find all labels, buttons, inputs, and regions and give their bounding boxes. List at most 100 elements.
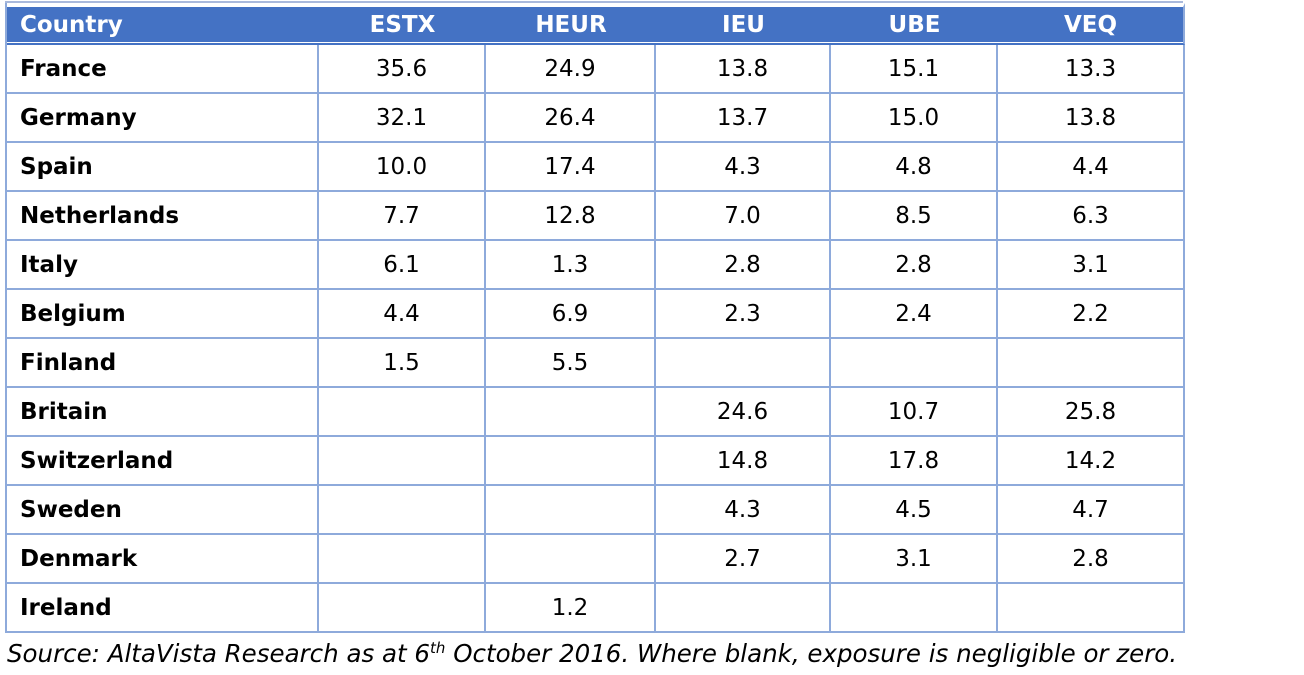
value-cell: 12.8 <box>486 192 656 241</box>
value-cell: 1.2 <box>486 584 656 633</box>
country-cell: Netherlands <box>7 192 319 241</box>
table-row: Finland 1.5 5.5 <box>7 339 1185 388</box>
value-cell: 2.8 <box>998 535 1185 584</box>
value-cell: 13.8 <box>656 45 831 94</box>
value-cell: 4.5 <box>831 486 998 535</box>
header-row: Country ESTX HEUR IEU UBE VEQ <box>7 3 1185 45</box>
value-cell: 14.8 <box>656 437 831 486</box>
table-row: Belgium 4.4 6.9 2.3 2.4 2.2 <box>7 290 1185 339</box>
country-cell: Spain <box>7 143 319 192</box>
value-cell: 2.3 <box>656 290 831 339</box>
value-cell: 4.4 <box>319 290 486 339</box>
value-cell: 4.4 <box>998 143 1185 192</box>
value-cell <box>831 584 998 633</box>
value-cell: 32.1 <box>319 94 486 143</box>
value-cell <box>998 339 1185 388</box>
header-heur: HEUR <box>486 3 656 45</box>
table-row: Switzerland 14.8 17.8 14.2 <box>7 437 1185 486</box>
value-cell: 3.1 <box>998 241 1185 290</box>
country-exposure-table: Country ESTX HEUR IEU UBE VEQ France 35.6… <box>5 3 1185 633</box>
value-cell: 2.8 <box>831 241 998 290</box>
value-cell <box>656 339 831 388</box>
value-cell: 15.1 <box>831 45 998 94</box>
value-cell: 17.4 <box>486 143 656 192</box>
country-cell: Ireland <box>7 584 319 633</box>
value-cell: 2.8 <box>656 241 831 290</box>
country-cell: Germany <box>7 94 319 143</box>
table-body: France 35.6 24.9 13.8 15.1 13.3 Germany 32.1 26.… <box>7 45 1185 633</box>
table-row: Ireland 1.2 <box>7 584 1185 633</box>
header-country: Country <box>7 3 319 45</box>
value-cell: 17.8 <box>831 437 998 486</box>
table-row: Germany 32.1 26.4 13.7 15.0 13.8 <box>7 94 1185 143</box>
country-cell: Belgium <box>7 290 319 339</box>
value-cell <box>319 535 486 584</box>
table-row: Sweden 4.3 4.5 4.7 <box>7 486 1185 535</box>
source-note-suffix: October 2016. Where blank, exposure is n… <box>445 639 1178 668</box>
value-cell: 13.7 <box>656 94 831 143</box>
value-cell: 2.4 <box>831 290 998 339</box>
value-cell: 5.5 <box>486 339 656 388</box>
value-cell: 15.0 <box>831 94 998 143</box>
value-cell <box>319 486 486 535</box>
value-cell: 4.3 <box>656 486 831 535</box>
header-estx: ESTX <box>319 3 486 45</box>
table-row: Denmark 2.7 3.1 2.8 <box>7 535 1185 584</box>
value-cell: 13.3 <box>998 45 1185 94</box>
value-cell: 4.3 <box>656 143 831 192</box>
source-note: Source: AltaVista Research as at 6th Oct… <box>7 639 1302 668</box>
country-cell: Switzerland <box>7 437 319 486</box>
value-cell: 26.4 <box>486 94 656 143</box>
exposure-table-container: Country ESTX HEUR IEU UBE VEQ France 35.6… <box>5 1 1185 633</box>
table-header: Country ESTX HEUR IEU UBE VEQ <box>7 3 1185 45</box>
value-cell: 1.3 <box>486 241 656 290</box>
table-row: Britain 24.6 10.7 25.8 <box>7 388 1185 437</box>
value-cell: 25.8 <box>998 388 1185 437</box>
value-cell: 7.0 <box>656 192 831 241</box>
value-cell: 14.2 <box>998 437 1185 486</box>
source-note-superscript: th <box>430 638 446 657</box>
value-cell: 1.5 <box>319 339 486 388</box>
value-cell: 35.6 <box>319 45 486 94</box>
value-cell: 2.2 <box>998 290 1185 339</box>
value-cell <box>319 437 486 486</box>
table-top-border <box>5 1 1183 3</box>
value-cell: 4.7 <box>998 486 1185 535</box>
table-row: Netherlands 7.7 12.8 7.0 8.5 6.3 <box>7 192 1185 241</box>
header-ieu: IEU <box>656 3 831 45</box>
country-cell: Denmark <box>7 535 319 584</box>
value-cell: 10.0 <box>319 143 486 192</box>
value-cell <box>656 584 831 633</box>
value-cell <box>831 339 998 388</box>
value-cell <box>486 388 656 437</box>
source-note-prefix: Source: AltaVista Research as at 6 <box>7 639 431 668</box>
country-cell: Italy <box>7 241 319 290</box>
value-cell: 3.1 <box>831 535 998 584</box>
value-cell <box>319 584 486 633</box>
value-cell <box>486 535 656 584</box>
country-cell: Britain <box>7 388 319 437</box>
value-cell <box>998 584 1185 633</box>
value-cell: 4.8 <box>831 143 998 192</box>
value-cell: 2.7 <box>656 535 831 584</box>
table-row: Italy 6.1 1.3 2.8 2.8 3.1 <box>7 241 1185 290</box>
value-cell <box>486 486 656 535</box>
table-row: France 35.6 24.9 13.8 15.1 13.3 <box>7 45 1185 94</box>
value-cell: 13.8 <box>998 94 1185 143</box>
value-cell: 6.9 <box>486 290 656 339</box>
value-cell <box>486 437 656 486</box>
value-cell: 6.1 <box>319 241 486 290</box>
value-cell: 8.5 <box>831 192 998 241</box>
value-cell: 24.9 <box>486 45 656 94</box>
country-cell: Finland <box>7 339 319 388</box>
value-cell <box>319 388 486 437</box>
value-cell: 7.7 <box>319 192 486 241</box>
value-cell: 24.6 <box>656 388 831 437</box>
header-ube: UBE <box>831 3 998 45</box>
value-cell: 6.3 <box>998 192 1185 241</box>
table-row: Spain 10.0 17.4 4.3 4.8 4.4 <box>7 143 1185 192</box>
country-cell: Sweden <box>7 486 319 535</box>
value-cell: 10.7 <box>831 388 998 437</box>
header-veq: VEQ <box>998 3 1185 45</box>
